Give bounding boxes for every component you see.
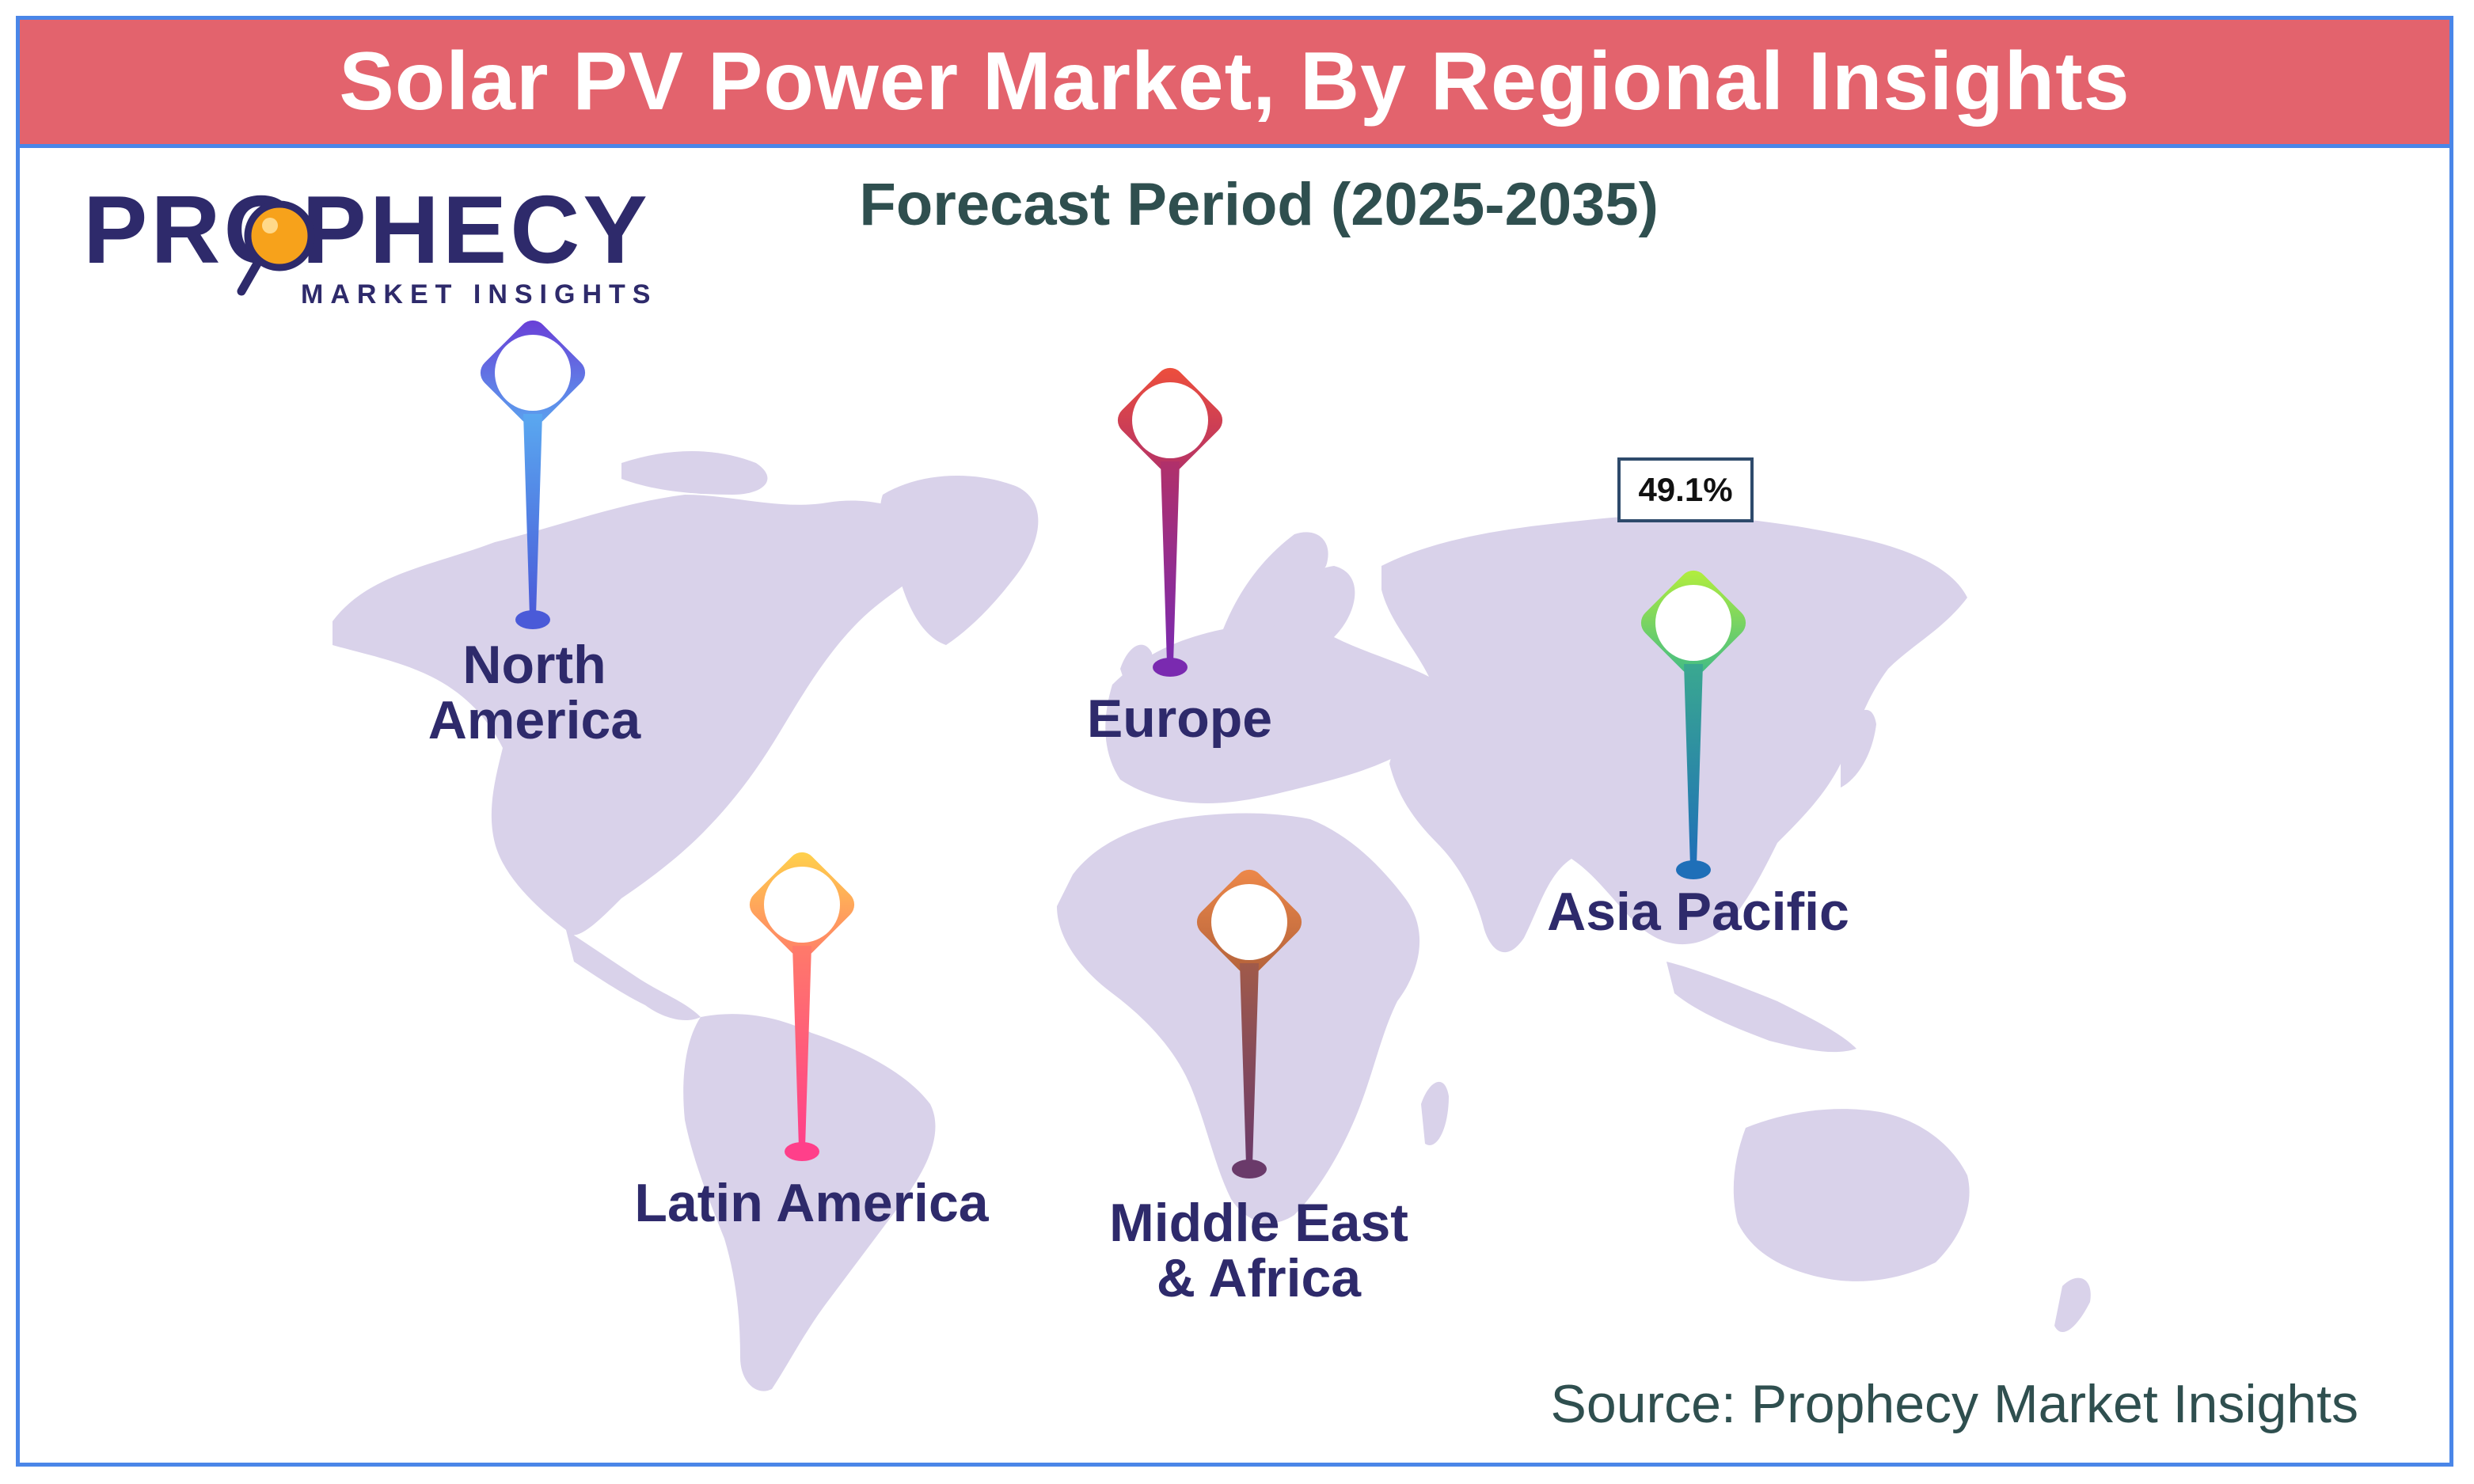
landmass-new-zealand xyxy=(2054,1277,2091,1333)
region-label-north-america: North America xyxy=(400,637,669,748)
world-map xyxy=(333,451,2091,1391)
pin-asia-pacific xyxy=(1640,570,1746,879)
landmass-british-isles xyxy=(1120,644,1153,693)
region-label-latin-america: Latin America xyxy=(606,1175,1017,1231)
region-label-line: America xyxy=(428,690,641,750)
forecast-subtitle: Forecast Period (2025-2035) xyxy=(859,171,1659,238)
magnifier-icon xyxy=(237,200,315,296)
asia-pacific-share-box: 49.1% xyxy=(1617,457,1754,522)
pin-europe xyxy=(1117,367,1223,677)
landmass-scandinavia xyxy=(1223,532,1328,637)
infographic-frame: Solar PV Power Market, By Regional Insig… xyxy=(16,16,2453,1467)
landmass-europe xyxy=(1105,566,1435,803)
landmass-north-america xyxy=(333,495,946,936)
landmass-japan xyxy=(1841,709,1876,788)
landmass-australia xyxy=(1733,1109,1970,1281)
landmass-southeast-asia xyxy=(1666,962,1856,1053)
title-banner: Solar PV Power Market, By Regional Insig… xyxy=(20,20,2449,148)
region-label-line: Asia Pacific xyxy=(1547,882,1849,942)
landmass-central-america xyxy=(566,930,701,1021)
logo-brand-text: PROPHECY xyxy=(83,176,651,283)
region-label-line: Europe xyxy=(1086,689,1273,749)
pin-north-america xyxy=(480,320,586,629)
page-title: Solar PV Power Market, By Regional Insig… xyxy=(339,36,2130,127)
landmass-greenland xyxy=(880,476,1039,645)
region-label-asia-pacific: Asia Pacific xyxy=(1492,884,1904,939)
landmass-south-america xyxy=(683,1014,936,1391)
prophecy-logo: PROPHECY MARKET INSIGHTS xyxy=(83,178,650,313)
region-label-europe: Europe xyxy=(1049,691,1310,746)
landmass-africa xyxy=(1057,813,1420,1224)
region-label-line: & Africa xyxy=(1156,1248,1362,1308)
region-label-line: Latin America xyxy=(634,1173,989,1233)
region-label-middle-east-africa: Middle East & Africa xyxy=(1069,1195,1449,1306)
landmass-madagascar xyxy=(1421,1081,1449,1145)
region-label-line: North xyxy=(462,635,606,695)
source-note: Source: Prophecy Market Insights xyxy=(1550,1374,2358,1434)
landmass-asia xyxy=(1381,515,1967,953)
logo-tagline: MARKET INSIGHTS xyxy=(301,279,658,309)
pin-middle-east-africa xyxy=(1196,869,1302,1178)
land-masses xyxy=(333,451,2091,1391)
pin-latin-america xyxy=(749,852,855,1161)
landmass-arctic-islands xyxy=(621,451,768,495)
region-label-line: Middle East xyxy=(1109,1193,1408,1253)
